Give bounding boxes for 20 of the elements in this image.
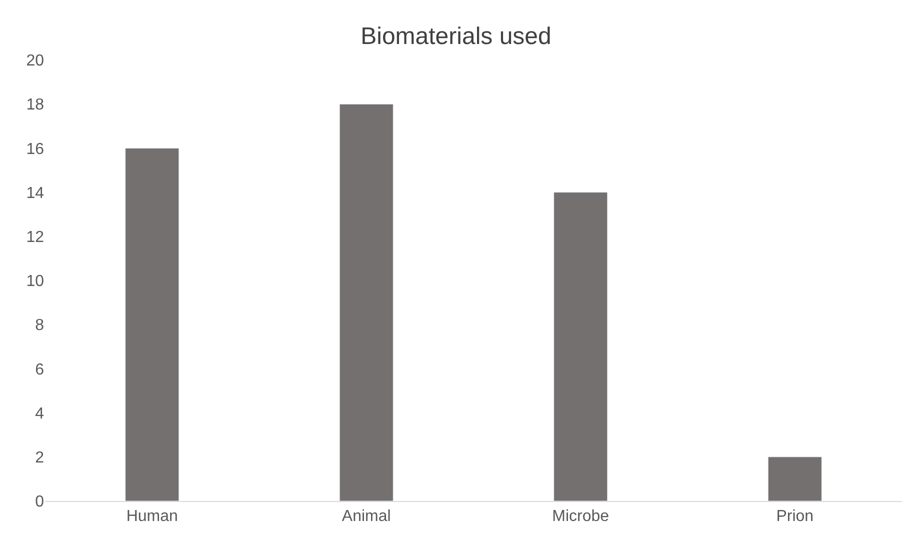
y-tick-label: 0 (35, 494, 44, 511)
y-tick-label: 18 (26, 96, 44, 114)
y-tick-label: 12 (26, 229, 44, 246)
chart-title: Biomaterials used (360, 22, 552, 50)
y-tick-label: 14 (26, 184, 44, 202)
bar (125, 148, 180, 501)
y-tick-label: 2 (35, 450, 44, 466)
y-tick-label: 16 (26, 140, 44, 158)
x-tick-label: Animal (342, 508, 391, 526)
x-tick-label: Human (126, 508, 178, 526)
y-tick-label: 10 (26, 273, 44, 290)
bar (554, 192, 608, 501)
x-tick-label: Prion (776, 508, 814, 526)
bar (768, 456, 822, 501)
y-tick-label: 8 (35, 317, 44, 334)
bar (339, 104, 394, 501)
y-tick-label: 6 (35, 361, 44, 378)
y-tick-label: 4 (35, 405, 44, 422)
x-tick-label: Microbe (552, 508, 610, 526)
y-tick-label: 20 (26, 52, 44, 70)
